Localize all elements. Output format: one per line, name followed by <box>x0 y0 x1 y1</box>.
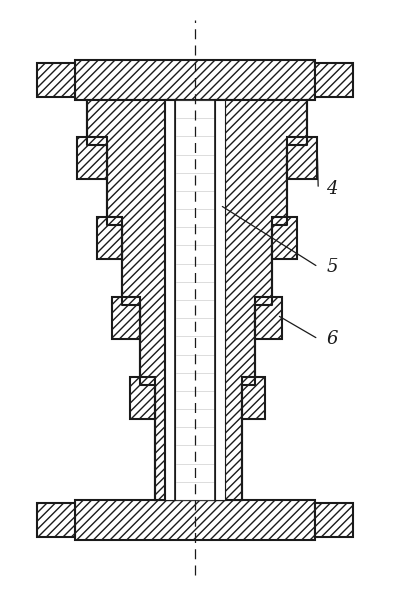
Bar <box>175 100 215 500</box>
Bar <box>130 377 155 419</box>
Bar <box>287 137 317 179</box>
Bar <box>75 60 315 100</box>
Bar <box>272 217 297 259</box>
Text: 6: 6 <box>326 330 338 348</box>
Bar <box>315 63 353 97</box>
Bar <box>315 503 353 537</box>
Bar <box>97 217 122 259</box>
Bar <box>37 503 75 537</box>
Bar <box>165 100 175 500</box>
Bar <box>242 377 265 419</box>
Text: 4: 4 <box>326 180 338 198</box>
Bar <box>75 500 315 540</box>
Bar <box>77 137 107 179</box>
Bar <box>112 297 140 339</box>
Text: 5: 5 <box>326 258 338 276</box>
Polygon shape <box>87 100 175 500</box>
Bar <box>37 63 75 97</box>
Bar <box>255 297 282 339</box>
Polygon shape <box>215 100 307 500</box>
Bar <box>215 100 225 500</box>
Bar <box>165 100 225 500</box>
